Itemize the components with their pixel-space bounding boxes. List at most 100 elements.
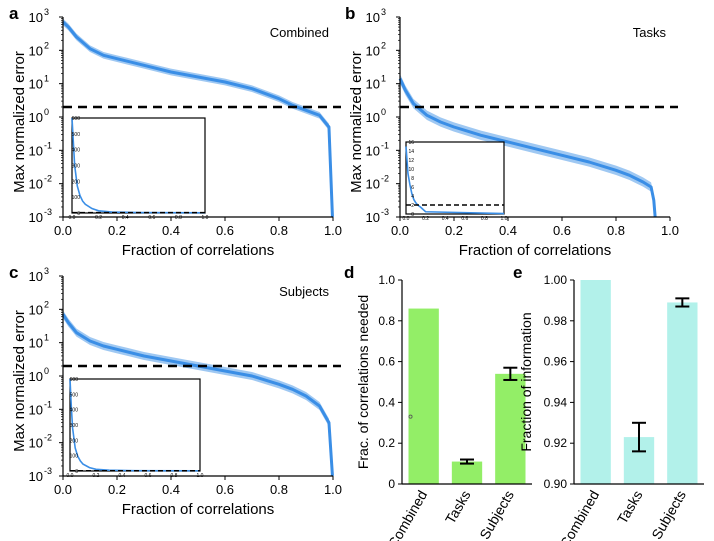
y-tick-label-e: 0.94 [544, 395, 568, 409]
y-tick-exponent: 0 [44, 107, 49, 117]
y-tick-label-b: 10 1 [366, 74, 386, 92]
x-tick-label-a: 0.0 [54, 223, 72, 238]
y-tick-label-d: 1.0 [378, 273, 395, 287]
x-tick-label-c: 1.0 [324, 482, 342, 497]
inset-x-tick-label-c: 0.4 [119, 473, 126, 479]
y-tick-label-e: 0.98 [544, 314, 568, 328]
x-tick-label-a: 0.2 [108, 223, 126, 238]
y-tick-label-c: 10 -2 [29, 433, 52, 451]
y-tick-label-c: 10 3 [29, 266, 49, 284]
inset-y-tick-label-a: 100 [72, 195, 81, 201]
x-tick-label-c: 0.6 [216, 482, 234, 497]
y-tick-base: 10 [29, 369, 43, 384]
x-tick-label-c: 0.4 [162, 482, 180, 497]
y-tick-base: 10 [29, 469, 43, 484]
inset-y-tick-label-b: 14 [408, 149, 414, 155]
x-tick-label-a: 0.8 [270, 223, 288, 238]
x-axis-label-a: Fraction of correlations [122, 242, 275, 259]
inset-x-tick-label-a: 0.4 [122, 215, 129, 221]
panel-title-b: Tasks [633, 25, 667, 40]
inset-x-tick-label-c: 0.8 [171, 473, 178, 479]
category-label-e: Tasks [614, 488, 646, 527]
panel-letter-c: c [9, 263, 18, 282]
y-tick-base: 10 [29, 77, 43, 92]
inset-y-tick-label-c: 200 [70, 438, 79, 444]
y-tick-label-e: 0.96 [544, 355, 568, 369]
inset-x-tick-label-a: 0.0 [69, 215, 76, 221]
y-tick-label-b: 10 0 [366, 107, 386, 125]
y-tick-label-d: 0.4 [378, 395, 395, 409]
y-axis-label-e: Fraction of information [518, 312, 534, 451]
y-tick-exponent: 3 [44, 266, 49, 276]
y-tick-base: 10 [366, 177, 380, 192]
y-tick-label-a: 10 0 [29, 107, 49, 125]
category-label-e: Combined [556, 488, 602, 541]
y-tick-label-e: 0.90 [544, 477, 568, 491]
y-tick-base: 10 [366, 43, 380, 58]
y-tick-base: 10 [29, 210, 43, 225]
inset-x-tick-label-a: 0.6 [148, 215, 155, 221]
inset-y-tick-label-c: 400 [70, 408, 79, 414]
inset-y-tick-label-a: 0 [77, 211, 80, 217]
category-label-d: Tasks [442, 488, 474, 527]
y-tick-exponent: -2 [44, 433, 52, 443]
inset-y-tick-label-b: 0 [411, 212, 414, 218]
series-line-a [61, 20, 334, 218]
y-tick-exponent: -1 [381, 140, 389, 150]
y-tick-label-b: 10 3 [366, 7, 386, 25]
y-tick-base: 10 [29, 302, 43, 317]
y-tick-label-b: 10 2 [366, 40, 386, 58]
y-tick-label-c: 10 0 [29, 366, 49, 384]
y-tick-base: 10 [29, 269, 43, 284]
x-tick-label-b: 0.8 [607, 223, 625, 238]
y-axis-label-a: Max normalized error [11, 51, 28, 193]
inset-x-tick-label-b: 0.4 [442, 216, 449, 222]
inset-x-tick-label-c: 0.2 [93, 473, 100, 479]
y-tick-exponent: -2 [381, 174, 389, 184]
inset-box-c [69, 378, 201, 472]
y-tick-label-a: 10 2 [29, 40, 49, 58]
inset-y-tick-label-c: 300 [70, 423, 79, 429]
x-tick-label-b: 0.2 [445, 223, 463, 238]
inset-y-tick-label-b: 10 [408, 167, 414, 173]
y-tick-exponent: -3 [44, 466, 52, 476]
category-label-e: Subjects [648, 488, 689, 541]
y-tick-base: 10 [29, 436, 43, 451]
y-tick-base: 10 [366, 10, 380, 25]
y-tick-label-b: 10 -2 [366, 174, 389, 192]
inset-x-tick-label-b: 0.8 [481, 216, 488, 222]
inset-y-tick-label-b: 8 [411, 176, 414, 182]
x-tick-label-b: 1.0 [661, 223, 679, 238]
y-tick-label-d: 0.8 [378, 314, 395, 328]
x-tick-label-c: 0.2 [108, 482, 126, 497]
inset-y-tick-label-a: 400 [72, 148, 81, 154]
y-tick-base: 10 [366, 110, 380, 125]
inset-y-tick-label-c: 600 [70, 377, 79, 383]
y-tick-label-d: 0.2 [378, 436, 395, 450]
y-tick-label-c: 10 -3 [29, 466, 52, 484]
y-tick-base: 10 [29, 177, 43, 192]
y-tick-exponent: 2 [44, 40, 49, 50]
bar-e-combined [580, 280, 611, 484]
y-tick-exponent: 3 [44, 7, 49, 17]
y-axis-label-b: Max normalized error [348, 51, 365, 193]
y-tick-base: 10 [29, 402, 43, 417]
inset-y-tick-label-a: 200 [72, 179, 81, 185]
y-tick-exponent: -3 [381, 207, 389, 217]
y-tick-base: 10 [29, 110, 43, 125]
inset-box-a [71, 117, 206, 214]
inset-y-tick-label-b: 4 [411, 194, 414, 200]
y-tick-label-d: 0.6 [378, 355, 395, 369]
x-tick-label-b: 0.4 [499, 223, 517, 238]
inset-x-tick-label-a: 1.0 [202, 215, 209, 221]
y-tick-label-a: 10 1 [29, 74, 49, 92]
inset-y-tick-label-b: 12 [408, 158, 414, 164]
y-tick-exponent: 2 [44, 299, 49, 309]
y-tick-label-e: 1.00 [544, 273, 568, 287]
y-tick-exponent: 2 [381, 40, 386, 50]
inset-box-b [405, 141, 505, 215]
x-tick-label-b: 0.0 [391, 223, 409, 238]
y-tick-base: 10 [29, 143, 43, 158]
inset-y-tick-label-b: 6 [411, 185, 414, 191]
